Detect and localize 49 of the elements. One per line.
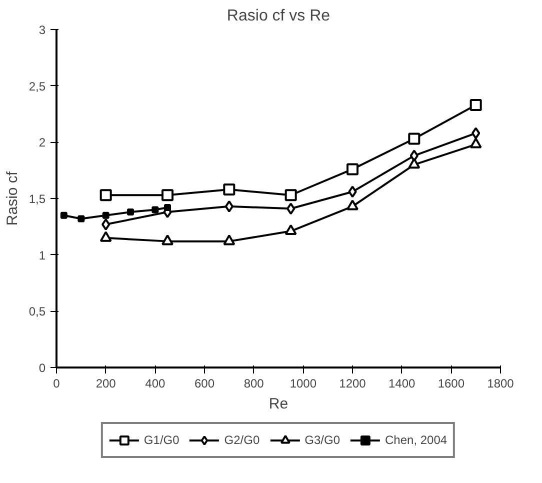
y-tick-label: 2,5 xyxy=(28,79,46,94)
point xyxy=(346,163,358,176)
chart-title: Rasio cf vs Re xyxy=(226,8,330,24)
x-tick-label: 0 xyxy=(53,376,60,390)
y-tick-label: 1,5 xyxy=(28,192,46,206)
point xyxy=(223,183,236,196)
point xyxy=(78,215,85,222)
x-tick-label: 1200 xyxy=(339,376,366,390)
y-tick-label: 2 xyxy=(38,136,46,150)
y-tick-label: 1 xyxy=(38,248,46,262)
point xyxy=(408,132,420,145)
legend-label: Chen, 2004 xyxy=(385,433,448,447)
legend-label: G2/G0 xyxy=(224,433,260,447)
x-tick-label: 800 xyxy=(244,376,264,390)
point xyxy=(100,189,112,202)
point xyxy=(286,202,296,215)
point xyxy=(408,158,420,169)
point xyxy=(223,234,236,246)
point xyxy=(164,204,171,212)
point xyxy=(284,224,297,236)
point xyxy=(470,98,482,111)
point xyxy=(472,127,480,140)
x-tick-label: 1800 xyxy=(487,376,514,390)
legend-label: G3/G0 xyxy=(304,433,340,447)
x-tick-label: 600 xyxy=(194,376,215,390)
point xyxy=(348,186,357,198)
point xyxy=(346,200,358,210)
point xyxy=(470,138,482,148)
y-tick-label: 0 xyxy=(38,361,46,375)
point xyxy=(102,212,110,219)
point xyxy=(127,208,134,216)
x-tick-label: 1000 xyxy=(290,376,317,390)
x-tick-label: 200 xyxy=(96,376,116,390)
y-axis-title: Rasio cf xyxy=(4,170,21,226)
point xyxy=(100,231,112,242)
y-tick-label: 0,5 xyxy=(28,304,46,319)
x-tick-label: 1600 xyxy=(438,376,465,390)
point xyxy=(224,200,234,212)
x-axis-title: Re xyxy=(268,396,288,412)
point xyxy=(162,189,174,202)
point xyxy=(284,189,297,202)
point xyxy=(152,206,159,214)
point xyxy=(102,218,110,230)
y-tick-label: 3 xyxy=(38,23,46,37)
point xyxy=(162,234,174,246)
x-tick-label: 1400 xyxy=(388,376,416,390)
legend-label: G1/G0 xyxy=(144,433,180,447)
point xyxy=(60,212,68,219)
x-tick-label: 400 xyxy=(145,376,166,390)
